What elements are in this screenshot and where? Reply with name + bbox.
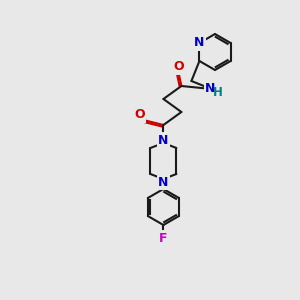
Text: N: N: [158, 134, 169, 146]
Text: N: N: [158, 176, 169, 188]
Text: O: O: [134, 109, 145, 122]
Text: H: H: [212, 85, 222, 98]
Text: N: N: [205, 82, 216, 94]
Text: F: F: [159, 232, 168, 244]
Text: N: N: [194, 37, 205, 50]
Text: O: O: [173, 61, 184, 74]
